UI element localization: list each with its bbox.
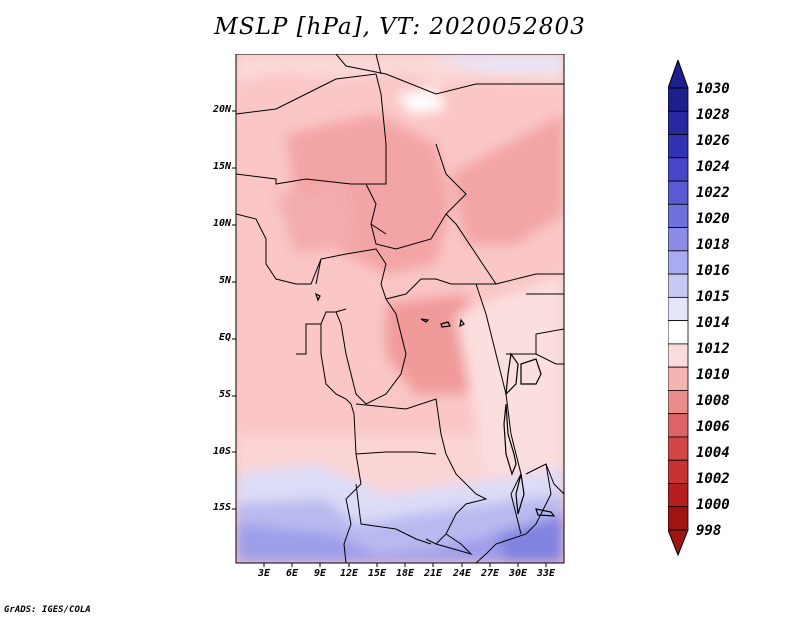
colorbar-segment bbox=[668, 87, 689, 112]
lat-label-10s: 10S bbox=[212, 446, 231, 457]
colorbar-segment bbox=[668, 180, 689, 205]
colorbar-segment bbox=[668, 203, 689, 228]
colorbar-segment bbox=[668, 483, 689, 508]
colorbar bbox=[668, 60, 689, 557]
lon-label-33e: 33E bbox=[536, 568, 556, 579]
lat-label-10n: 10N bbox=[212, 218, 231, 229]
colorbar-label-1010: 1010 bbox=[696, 367, 730, 383]
colorbar-label-1000: 1000 bbox=[696, 497, 730, 513]
lon-label-6e: 6E bbox=[285, 568, 299, 579]
colorbar-segment bbox=[668, 366, 689, 391]
colorbar-segment bbox=[668, 157, 689, 182]
colorbar-segment bbox=[668, 436, 689, 461]
lat-label-eq: EQ bbox=[218, 332, 231, 343]
colorbar-label-1024: 1024 bbox=[696, 159, 730, 175]
lat-label-5s: 5S bbox=[218, 389, 231, 400]
colorbar-segment bbox=[668, 506, 689, 531]
colorbar-segment bbox=[668, 390, 689, 415]
lon-label-27e: 27E bbox=[480, 568, 500, 579]
colorbar-segment bbox=[668, 459, 689, 484]
pressure-map bbox=[236, 54, 564, 563]
colorbar-label-1015: 1015 bbox=[696, 289, 730, 305]
colorbar-label-1006: 1006 bbox=[696, 419, 730, 435]
lon-label-18e: 18E bbox=[395, 568, 415, 579]
colorbar-label-1014: 1014 bbox=[696, 315, 730, 331]
country-borders bbox=[236, 54, 564, 563]
lon-label-24e: 24E bbox=[452, 568, 472, 579]
colorbar-segment bbox=[668, 343, 689, 368]
lon-label-15e: 15E bbox=[367, 568, 387, 579]
lakes bbox=[314, 292, 556, 517]
credit-text: GrADS: IGES/COLA bbox=[4, 605, 91, 615]
colorbar-segment bbox=[668, 110, 689, 135]
colorbar-segment bbox=[668, 413, 689, 438]
colorbar-segment bbox=[668, 227, 689, 252]
lat-label-15n: 15N bbox=[212, 161, 231, 172]
map-canvas bbox=[236, 54, 564, 563]
lon-label-12e: 12E bbox=[339, 568, 359, 579]
axis-ticks bbox=[232, 54, 565, 567]
colorbar-label-1012: 1012 bbox=[696, 341, 730, 357]
colorbar-label-1020: 1020 bbox=[696, 211, 730, 227]
lat-label-20n: 20N bbox=[212, 104, 231, 115]
lat-label-5n: 5N bbox=[218, 275, 231, 286]
colorbar-label-1028: 1028 bbox=[696, 107, 730, 123]
colorbar-label-1008: 1008 bbox=[696, 393, 730, 409]
lon-label-21e: 21E bbox=[423, 568, 443, 579]
colorbar-segments bbox=[668, 87, 689, 531]
lon-label-9e: 9E bbox=[313, 568, 327, 579]
colorbar-bottom-arrow bbox=[668, 529, 689, 557]
colorbar-label-1016: 1016 bbox=[696, 263, 730, 279]
chart-title: MSLP [hPa], VT: 2020052803 bbox=[214, 14, 586, 40]
colorbar-label-1030: 1030 bbox=[696, 81, 730, 97]
colorbar-label-1022: 1022 bbox=[696, 185, 730, 201]
lat-label-15s: 15S bbox=[212, 502, 231, 513]
colorbar-segment bbox=[668, 296, 689, 322]
colorbar-label-1026: 1026 bbox=[696, 133, 730, 149]
colorbar-label-1004: 1004 bbox=[696, 445, 730, 461]
lon-label-3e: 3E bbox=[257, 568, 271, 579]
colorbar-label-1018: 1018 bbox=[696, 237, 730, 253]
colorbar-segment bbox=[668, 320, 689, 345]
colorbar-segment bbox=[668, 134, 689, 159]
colorbar-label-1002: 1002 bbox=[696, 471, 730, 487]
colorbar-segment bbox=[668, 250, 689, 275]
colorbar-top-arrow bbox=[668, 60, 689, 89]
colorbar-segment bbox=[668, 273, 689, 298]
colorbar-label-998: 998 bbox=[696, 523, 722, 539]
lon-label-30e: 30E bbox=[508, 568, 528, 579]
pressure-field-shading bbox=[236, 54, 564, 563]
